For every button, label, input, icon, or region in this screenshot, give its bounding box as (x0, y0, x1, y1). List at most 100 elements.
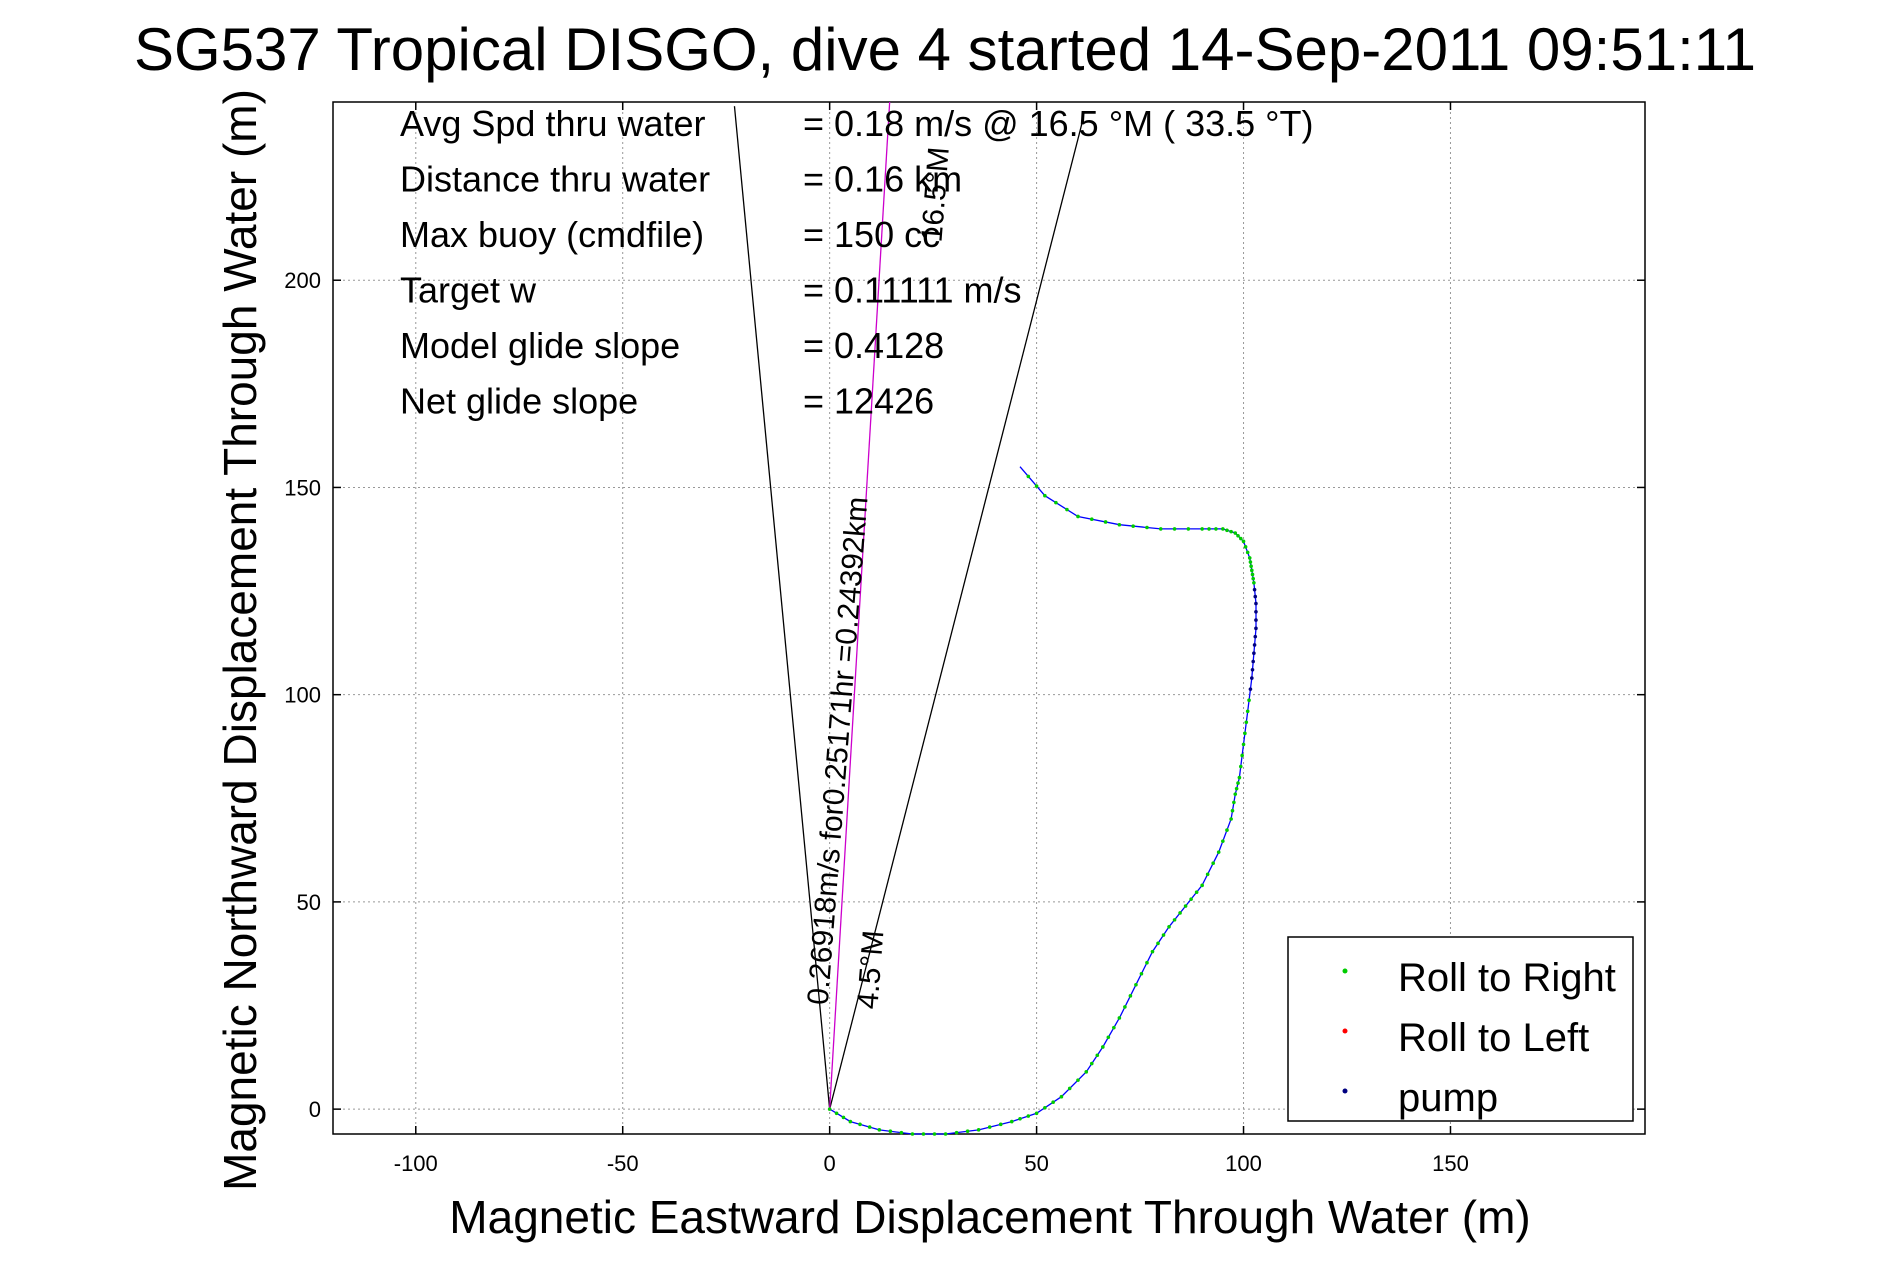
roll-right-point (1245, 550, 1250, 555)
roll-right-point (1241, 742, 1246, 747)
roll-right-point (1183, 904, 1188, 908)
annotation-value: = 0.4128 (803, 325, 944, 366)
roll-right-point (1089, 1061, 1094, 1066)
annotation-label: Target w (400, 270, 537, 311)
y-tick-label: 0 (309, 1097, 321, 1122)
y-tick-label: 100 (284, 683, 321, 708)
annotation-label: Max buoy (cmdfile) (400, 214, 704, 255)
roll-right-point (1232, 800, 1236, 805)
roll-right-point (1225, 828, 1229, 832)
roll-right-point (1095, 1053, 1100, 1058)
roll-right-point (1054, 500, 1058, 505)
pump-point (1254, 609, 1258, 614)
roll-right-point (1117, 1016, 1122, 1020)
roll-right-point (1236, 781, 1240, 785)
roll-right-point (1216, 850, 1221, 854)
roll-right-point (1009, 1119, 1014, 1124)
roll-right-point (827, 1107, 832, 1111)
roll-right-point (976, 1128, 981, 1132)
roll-right-point (1236, 533, 1240, 538)
roll-right-point (1250, 572, 1255, 577)
y-axis-label: Magnetic Northward Displacement Through … (214, 89, 266, 1191)
roll-right-point (1172, 918, 1177, 922)
roll-right-point (1247, 698, 1251, 703)
pump-point (1252, 643, 1257, 647)
track-series (827, 466, 1258, 1136)
roll-right-point (1158, 527, 1163, 531)
pump-point (1252, 587, 1257, 592)
roll-right-point (1243, 731, 1247, 736)
roll-right-point (1233, 792, 1238, 796)
roll-right-point (910, 1132, 915, 1136)
roll-right-point (1245, 709, 1250, 714)
roll-right-point (1018, 1117, 1022, 1121)
roll-right-point (1103, 520, 1108, 524)
roll-right-point (1238, 536, 1243, 541)
roll-right-point (1076, 1078, 1080, 1082)
y-axis-ticks: 0 50 100 150 200 (284, 268, 1645, 1122)
legend: Roll to Right Roll to Left pump (1287, 936, 1634, 1122)
dive-annotations: Avg Spd thru water = 0.18 m/s @ 16.5 °M (… (400, 103, 1314, 422)
roll-right-point (1194, 890, 1199, 895)
roll-right-point (954, 1130, 959, 1135)
pump-point (1254, 601, 1258, 606)
roll-right-point (1112, 1025, 1116, 1030)
roll-right-point (877, 1128, 882, 1132)
cone-left-line (733, 106, 831, 1110)
y-tick-label: 150 (284, 475, 321, 500)
roll-right-point (1221, 527, 1225, 531)
roll-right-point (987, 1125, 992, 1129)
roll-right-point (1249, 564, 1253, 568)
roll-right-point (1178, 911, 1182, 915)
roll-right-point (1026, 474, 1031, 479)
roll-right-point (848, 1119, 853, 1124)
roll-right-point (1156, 941, 1160, 946)
pump-point (1248, 687, 1253, 691)
roll-right-point (921, 1132, 926, 1136)
roll-right-point (841, 1115, 846, 1120)
roll-right-point (1233, 531, 1238, 535)
roll-right-point (1200, 527, 1204, 531)
roll-right-point (1145, 960, 1149, 965)
roll-right-point (965, 1129, 970, 1134)
roll-right-point (1076, 514, 1080, 519)
roll-right-point (1043, 1105, 1047, 1110)
pump-point (1253, 594, 1258, 599)
roll-right-point (1106, 1035, 1111, 1040)
roll-right-point (1186, 527, 1191, 531)
annotation-label: Avg Spd thru water (400, 103, 706, 144)
x-tick-label: 0 (824, 1151, 836, 1176)
legend-label-roll-left: Roll to Left (1398, 1016, 1589, 1060)
x-tick-label: -100 (394, 1151, 438, 1176)
pump-point (1254, 626, 1258, 631)
roll-right-point (1145, 525, 1149, 530)
annotation-value: = 0.11111 m/s (803, 270, 1021, 311)
annotation-value: = 0.16 km (803, 159, 962, 200)
roll-right-point (1248, 560, 1253, 564)
roll-right-point (1214, 527, 1218, 531)
roll-right-point (1084, 1070, 1089, 1074)
roll-right-point (1244, 720, 1249, 725)
roll-right-point (1240, 753, 1244, 758)
roll-right-point (1238, 764, 1243, 769)
roll-right-point (1207, 527, 1211, 531)
roll-right-point (1225, 528, 1229, 533)
roll-right-point (1172, 527, 1177, 531)
legend-label-roll-right: Roll to Right (1398, 956, 1616, 1000)
pump-point (1250, 668, 1255, 672)
legend-label-pump: pump (1398, 1076, 1498, 1120)
roll-right-point (1067, 1086, 1072, 1091)
roll-right-point (1123, 1005, 1127, 1009)
pump-point (1253, 634, 1258, 639)
roll-right-point (1134, 982, 1138, 987)
roll-right-point (1230, 808, 1235, 813)
x-tick-label: -50 (607, 1151, 639, 1176)
roll-right-point (1205, 872, 1210, 877)
roll-right-point (1059, 1094, 1064, 1099)
roll-right-point (1034, 484, 1039, 488)
roll-right-point (899, 1130, 904, 1135)
roll-right-point (1065, 507, 1069, 512)
pump-point (1251, 659, 1255, 664)
roll-right-point (1139, 971, 1144, 976)
reference-lines (733, 101, 1083, 1110)
